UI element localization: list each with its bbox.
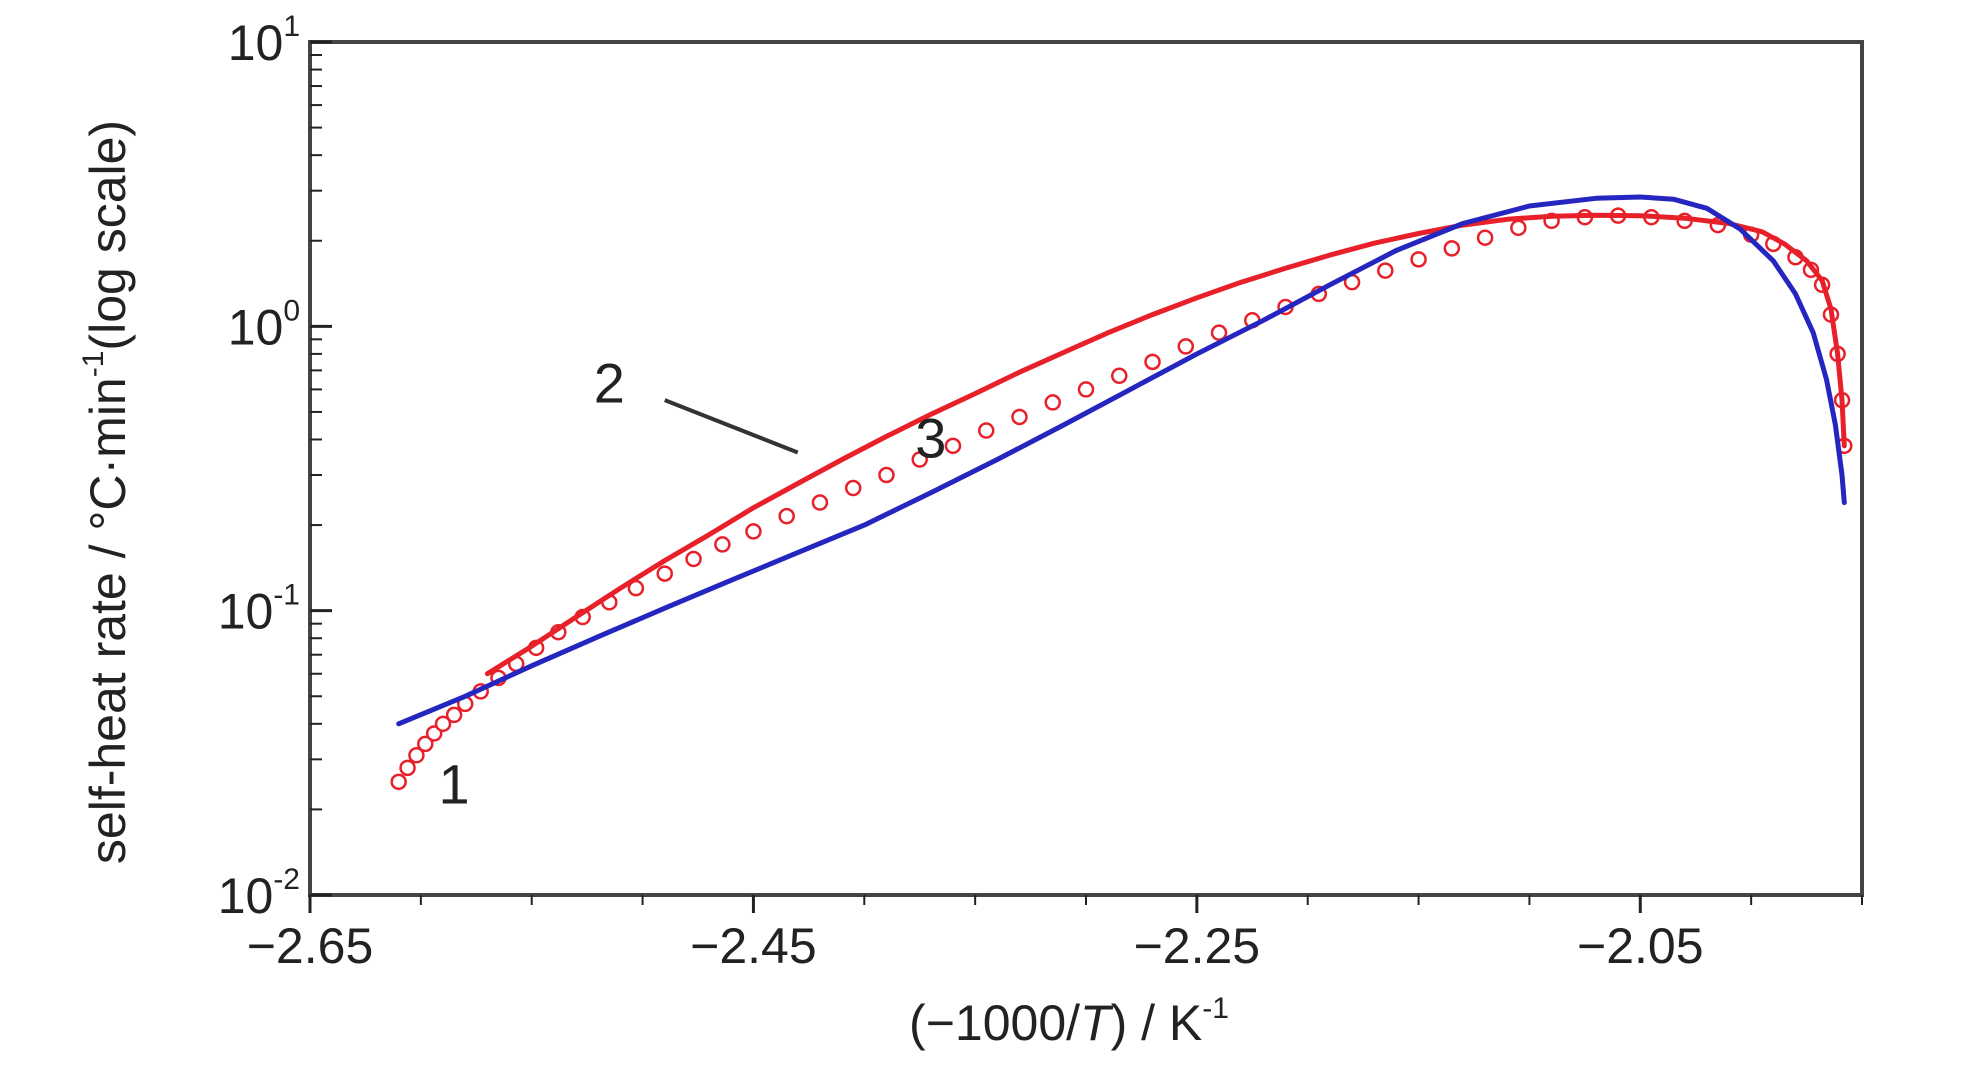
series-marker-s1 bbox=[1111, 367, 1128, 385]
x-tick-label: −2.25 bbox=[1134, 918, 1261, 974]
series-marker-s1 bbox=[445, 706, 463, 724]
x-axis-title-sup: -1 bbox=[1202, 992, 1229, 1025]
x-axis: −2.65 −2.45 −2.25 −2.05 bbox=[247, 895, 1863, 974]
series-marker-s1 bbox=[1011, 408, 1028, 426]
series-marker-s1 bbox=[714, 536, 731, 553]
y-axis-title-suffix: (log scale) bbox=[80, 120, 136, 351]
series-marker-s1 bbox=[977, 422, 995, 439]
series-marker-s1 bbox=[878, 466, 895, 484]
leader-line bbox=[664, 398, 799, 455]
series-marker-s1 bbox=[745, 523, 762, 540]
series-marker-s1 bbox=[778, 507, 795, 525]
x-tick-label: −2.65 bbox=[247, 918, 374, 974]
y-tick-label-exp: -1 bbox=[273, 579, 300, 612]
x-tick-label: −2.05 bbox=[1577, 918, 1704, 974]
annotation-label: 1 bbox=[439, 752, 470, 815]
y-tick-label: 101 bbox=[228, 10, 300, 71]
y-axis-title: self-heat rate / °C·min-1(log scale) bbox=[77, 120, 136, 864]
y-tick-label: 10-2 bbox=[218, 863, 300, 924]
series-line-s2 bbox=[484, 212, 1847, 677]
y-tick-label-base: 10 bbox=[228, 299, 284, 355]
series-marker-s1 bbox=[399, 759, 416, 777]
x-tick-label: −2.45 bbox=[690, 918, 817, 974]
series-marker-s1 bbox=[390, 773, 407, 791]
annotation-layer: 1 2 3 bbox=[439, 351, 947, 815]
y-tick-label-base: 10 bbox=[228, 15, 284, 71]
series-marker-s1 bbox=[1410, 251, 1427, 268]
series-marker-s1 bbox=[1476, 229, 1494, 246]
x-axis-title-suffix: ) / K bbox=[1111, 995, 1203, 1051]
series-marker-s1 bbox=[1177, 338, 1195, 355]
y-tick-label-exp: 0 bbox=[283, 294, 300, 327]
series-marker-s1 bbox=[911, 451, 928, 468]
series-marker-s1 bbox=[1210, 324, 1228, 341]
x-axis-title: (−1000/T) / K-1 bbox=[909, 992, 1229, 1051]
series-layer bbox=[390, 194, 1853, 791]
series-marker-s1 bbox=[417, 735, 434, 753]
annotation-label: 3 bbox=[915, 407, 946, 470]
y-tick-label-base: 10 bbox=[218, 868, 274, 924]
series-line-s3 bbox=[396, 194, 1847, 727]
series-marker-s1 bbox=[1077, 381, 1095, 398]
series-marker-s1 bbox=[1443, 240, 1461, 257]
series-marker-s1 bbox=[944, 437, 962, 455]
y-tick-label: 100 bbox=[228, 294, 300, 355]
y-axis-title-prefix: self-heat rate / °C·min bbox=[80, 377, 136, 864]
series-marker-s1 bbox=[685, 550, 702, 568]
series-marker-s1 bbox=[1377, 262, 1394, 279]
series-marker-s1 bbox=[811, 494, 829, 511]
y-tick-label-exp: 1 bbox=[283, 10, 300, 43]
y-axis-title-sup: -1 bbox=[77, 351, 110, 378]
annotation-label: 2 bbox=[594, 351, 625, 414]
series-marker-s1 bbox=[1044, 394, 1061, 411]
series-marker-s1 bbox=[1510, 219, 1527, 237]
series-marker-s1 bbox=[844, 479, 862, 497]
y-tick-label-base: 10 bbox=[218, 584, 274, 640]
x-axis-title-italic: T bbox=[1080, 995, 1114, 1051]
series-marker-s1 bbox=[408, 747, 425, 764]
x-axis-title-prefix: (−1000/ bbox=[909, 995, 1080, 1051]
y-tick-label-exp: -2 bbox=[273, 863, 300, 896]
series-marker-s1 bbox=[434, 715, 452, 733]
series-marker-s1 bbox=[656, 565, 673, 582]
series-marker-s1 bbox=[1144, 353, 1161, 371]
y-tick-label: 10-1 bbox=[218, 579, 300, 640]
